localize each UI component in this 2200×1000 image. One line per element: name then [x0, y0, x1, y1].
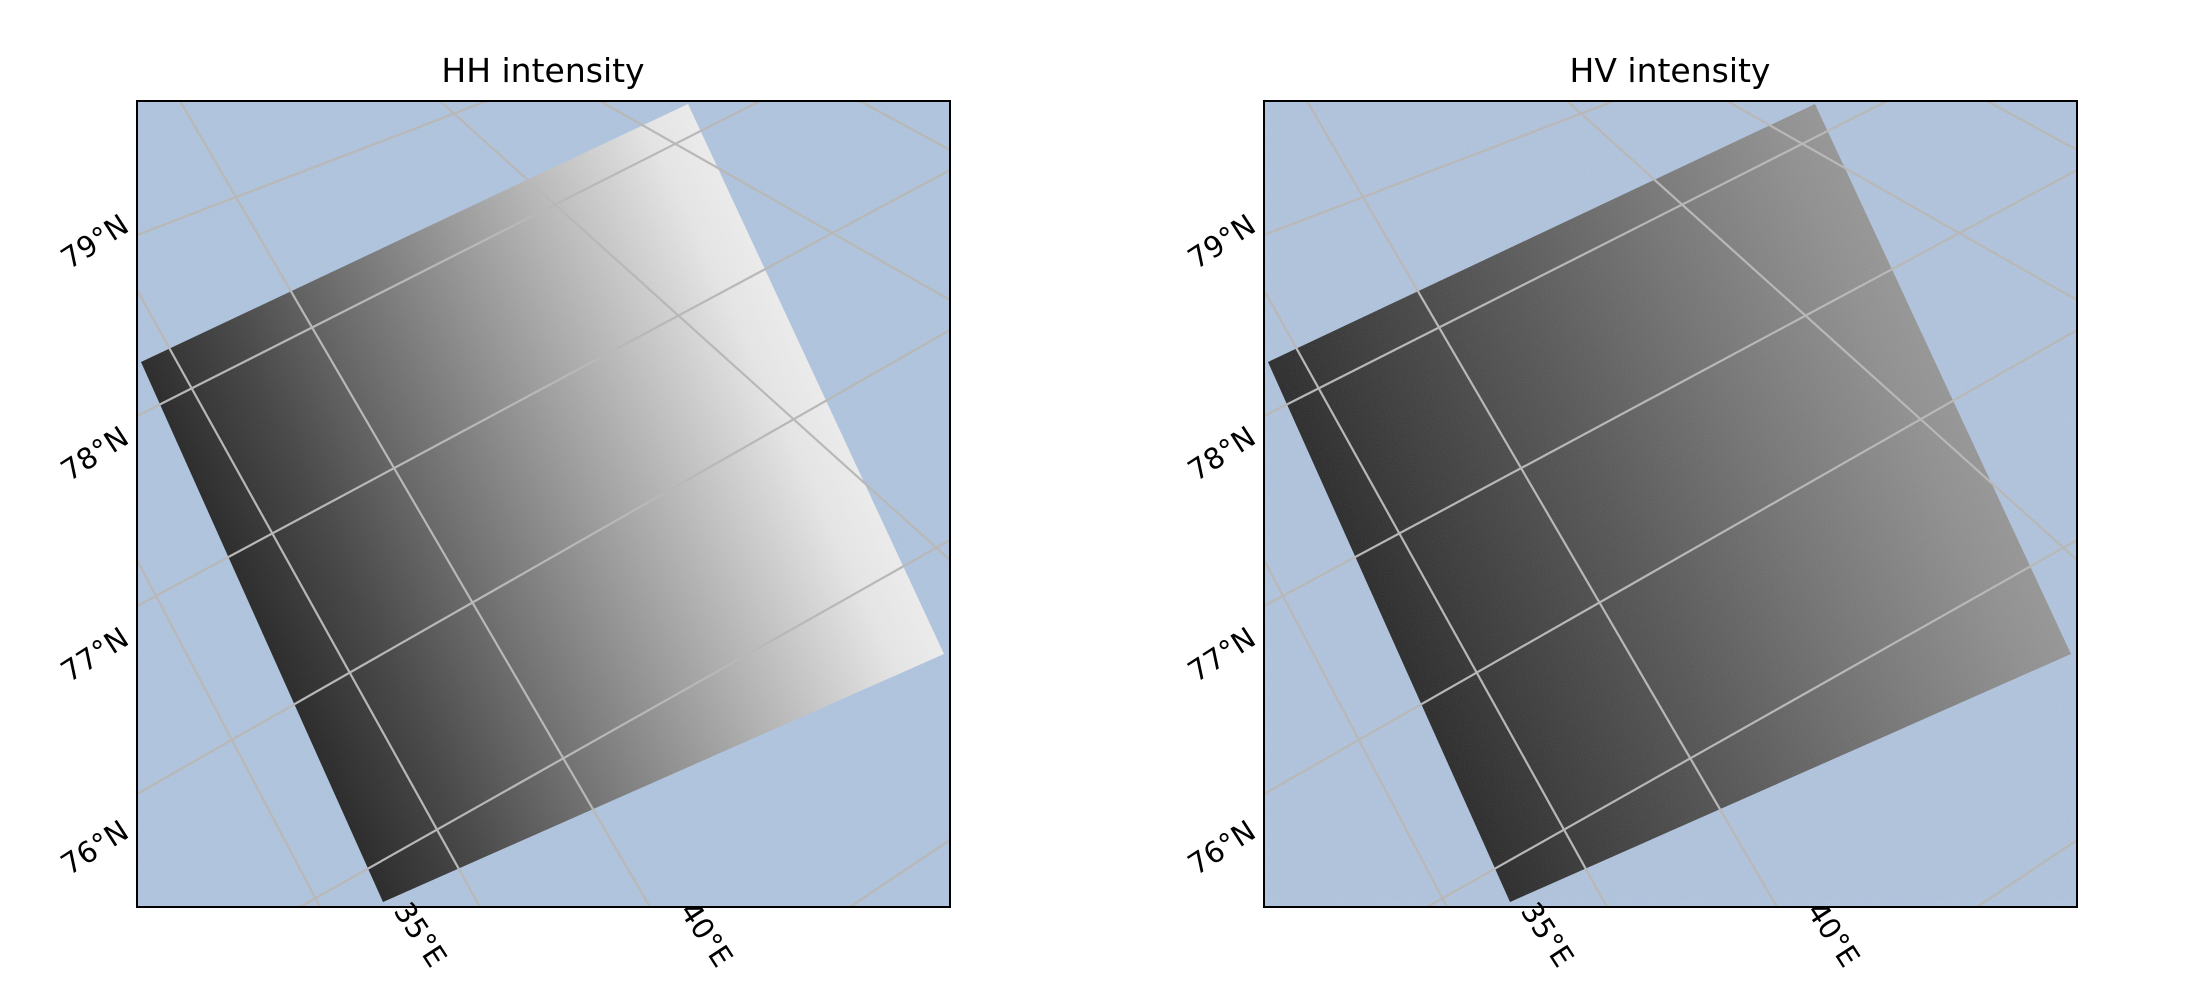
graticule-line — [439, 101, 950, 561]
graticule-line — [599, 101, 950, 301]
graticule-line — [137, 329, 950, 795]
graticule-line — [137, 559, 321, 907]
lat-label-78: 78°N — [1182, 419, 1262, 487]
graticule-line — [1986, 101, 2077, 151]
map-frame — [1263, 100, 2078, 908]
graticule-over — [1264, 101, 2077, 907]
graticule-line — [137, 289, 481, 907]
lat-label-76: 76°N — [55, 813, 135, 881]
panel-title-hh: HH intensity — [441, 51, 644, 90]
graticule-line — [1264, 289, 1608, 907]
lat-label-79: 79°N — [55, 207, 135, 275]
graticule-line — [849, 839, 950, 907]
graticule-line — [1976, 839, 2077, 907]
map-panel-hh: HH intensity 79°N 78°N 77°N 76°N 35°E 40… — [55, 51, 951, 973]
graticule-line — [1426, 539, 2077, 907]
latitude-labels: 79°N 78°N 77°N 76°N — [1182, 207, 1262, 881]
graticule-line — [137, 101, 761, 417]
graticule-line — [1264, 559, 1448, 907]
panel-title-hv: HV intensity — [1570, 51, 1771, 90]
map-frame — [136, 100, 951, 908]
latitude-labels: 79°N 78°N 77°N 76°N — [55, 207, 135, 881]
graticule-over — [137, 101, 950, 907]
sar-speckle — [1268, 104, 2071, 902]
map-panel-hv: HV intensity 79°N 78°N 77°N 76°N 35°E 40… — [1182, 51, 2078, 973]
graticule-line — [137, 101, 488, 237]
graticule-line — [1566, 101, 2077, 561]
graticule-line — [179, 101, 651, 907]
lat-label-79: 79°N — [1182, 207, 1262, 275]
graticule-line — [1264, 101, 1888, 417]
sar-speckle — [141, 104, 944, 902]
lat-label-77: 77°N — [1182, 620, 1262, 688]
graticule-line — [1264, 101, 1615, 237]
graticule-line — [859, 101, 950, 151]
lat-label-78: 78°N — [55, 419, 135, 487]
graticule-line — [1726, 101, 2077, 301]
graticule-line — [299, 539, 950, 907]
lat-label-77: 77°N — [55, 620, 135, 688]
graticule-line — [1264, 329, 2077, 795]
lat-label-76: 76°N — [1182, 813, 1262, 881]
graticule-line — [1306, 101, 1778, 907]
